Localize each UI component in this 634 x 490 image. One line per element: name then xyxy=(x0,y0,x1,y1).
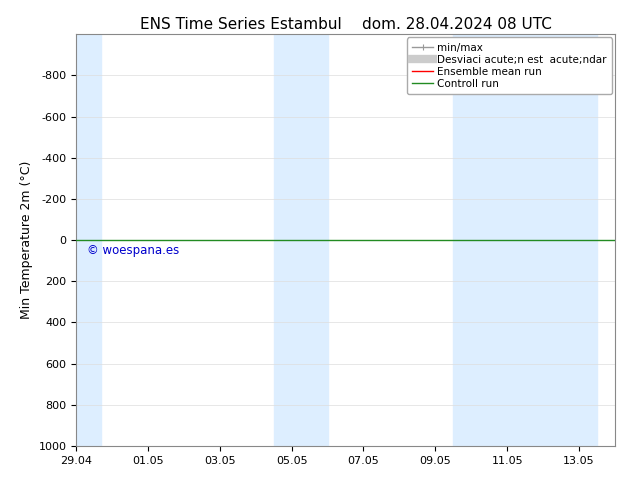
Bar xyxy=(76,34,101,446)
Y-axis label: Min Temperature 2m (°C): Min Temperature 2m (°C) xyxy=(20,161,33,319)
Text: © woespana.es: © woespana.es xyxy=(87,244,179,257)
Bar xyxy=(274,34,328,446)
Text: dom. 28.04.2024 08 UTC: dom. 28.04.2024 08 UTC xyxy=(361,17,552,32)
Legend: min/max, Desviaci acute;n est  acute;ndar, Ensemble mean run, Controll run: min/max, Desviaci acute;n est acute;ndar… xyxy=(407,37,612,94)
Bar xyxy=(453,34,597,446)
Text: ENS Time Series Estambul: ENS Time Series Estambul xyxy=(140,17,342,32)
